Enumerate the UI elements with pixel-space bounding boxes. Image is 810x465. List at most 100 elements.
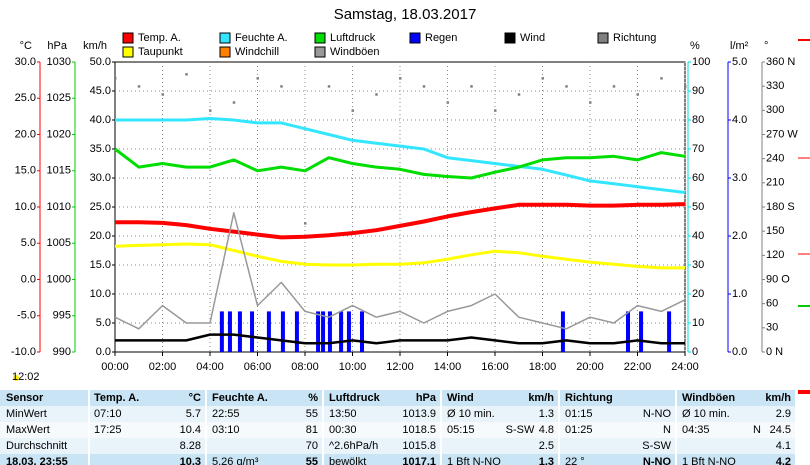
rain-bar — [294, 311, 299, 352]
table-cell: 1018.5 — [402, 424, 436, 436]
x-tick-label: 08:00 — [291, 361, 319, 373]
direction-dot — [137, 85, 141, 88]
y-axis-title: ° — [764, 40, 768, 52]
series-line — [114, 212, 686, 330]
y-tick-label: 10 — [692, 317, 704, 329]
y-tick-label: 20 — [692, 288, 704, 300]
table-cell: MinWert — [6, 408, 47, 420]
y-tick-label: 2.0 — [732, 230, 747, 242]
direction-dot — [684, 85, 687, 88]
direction-dot — [612, 85, 616, 88]
direction-dot — [517, 93, 521, 96]
y-tick-label: 0.0 — [21, 273, 36, 285]
legend-swatch — [504, 32, 516, 44]
table-cell: 22 ° — [565, 456, 585, 465]
y-tick-label: 20.0 — [90, 230, 111, 242]
y-axis-title: l/m² — [730, 40, 749, 52]
y-tick-label: 70 — [692, 143, 704, 155]
table-cell: 05:15 — [447, 424, 475, 436]
rain-bar — [227, 311, 232, 352]
legend-swatch — [122, 46, 134, 58]
series-line — [115, 117, 686, 194]
table-cell: 1017.1 — [402, 456, 436, 465]
table-cell: N-NO — [643, 456, 672, 465]
y-axis-title: % — [690, 40, 700, 52]
table-cell: 01:15 — [565, 408, 593, 420]
rain-bar — [560, 311, 565, 352]
direction-dot — [327, 85, 331, 88]
direction-dot — [660, 77, 663, 80]
legend-swatch — [314, 46, 326, 58]
direction-dot — [256, 77, 259, 80]
y-tick-label: 240 — [766, 153, 784, 165]
table-cell: km/h — [765, 392, 791, 404]
table-row-bg — [0, 422, 795, 438]
y-tick-label: 1030 — [47, 56, 71, 68]
table-cell: 70 — [306, 440, 318, 452]
table-cell: Luftdruck — [329, 392, 381, 404]
table-cell: km/h — [528, 392, 554, 404]
y-tick-label: 1010 — [47, 201, 71, 213]
sun-icon — [13, 375, 19, 381]
y-tick-label: 60 — [766, 298, 778, 310]
legend-label: Regen — [425, 32, 457, 44]
table-cell: 17:25 — [94, 424, 122, 436]
rain-bar — [626, 311, 630, 352]
table-cell: 2.5 — [539, 440, 554, 452]
rain-bar — [250, 311, 255, 352]
table-cell: Ø 10 min. — [682, 408, 730, 420]
table-cell: Windböen — [682, 392, 735, 404]
legend-label: Windböen — [330, 46, 380, 58]
y-tick-label: 1000 — [47, 273, 71, 285]
table-cell: 24.5 — [770, 424, 791, 436]
table-cell: 55 — [306, 408, 318, 420]
x-tick-label: 24:00 — [671, 361, 699, 373]
table-cell: Temp. A. — [94, 392, 139, 404]
y-tick-label: 30 — [692, 259, 704, 271]
y-tick-label: 15.0 — [15, 165, 36, 177]
legend-swatch — [122, 32, 134, 44]
y-axis-title: hPa — [47, 40, 67, 52]
table-cell: 10.4 — [180, 424, 201, 436]
table-cell: 1.3 — [539, 408, 554, 420]
y-tick-label: 50.0 — [90, 56, 111, 68]
table-cell: 1.3 — [539, 456, 554, 465]
table-cell: 4.1 — [776, 440, 791, 452]
rain-bar — [639, 311, 644, 352]
series-line — [114, 242, 685, 270]
table-cell: 55 — [306, 456, 318, 465]
table-cell: 1013.9 — [402, 408, 436, 420]
y-tick-label: 4.0 — [732, 114, 747, 126]
table-cell: bewölkt — [329, 456, 366, 465]
legend-label: Windchill — [235, 46, 279, 58]
direction-dot — [232, 101, 236, 104]
direction-dot — [494, 109, 497, 112]
direction-dot — [185, 73, 188, 76]
table-cell: 4.2 — [776, 456, 791, 465]
y-tick-label: 0.0 — [96, 346, 111, 358]
y-tick-label: 35.0 — [90, 143, 111, 155]
table-cell: 01:25 — [565, 424, 593, 436]
direction-dot — [541, 77, 544, 80]
table-cell: 13:50 — [329, 408, 357, 420]
table-cell: ^2.6hPa/h — [329, 440, 378, 452]
y-tick-label: 10.0 — [90, 288, 111, 300]
x-tick-label: 20:00 — [576, 361, 604, 373]
direction-dot — [209, 109, 212, 112]
table-row-bg — [0, 390, 795, 406]
direction-dot — [161, 93, 164, 96]
direction-dot — [589, 101, 592, 104]
table-cell: 03:10 — [212, 424, 240, 436]
y-tick-label: 0 N — [766, 346, 783, 358]
day-length: 12:02 — [12, 371, 40, 383]
rain-bar — [346, 311, 351, 352]
table-cell: Durchschnitt — [6, 440, 67, 452]
direction-dot — [280, 85, 283, 88]
table-cell: N — [663, 424, 671, 436]
y-tick-label: 1020 — [47, 128, 71, 140]
y-tick-label: 30.0 — [15, 56, 36, 68]
table-row-bg — [0, 454, 795, 465]
y-axis-title: °C — [20, 40, 32, 52]
y-tick-label: 3.0 — [732, 172, 747, 184]
